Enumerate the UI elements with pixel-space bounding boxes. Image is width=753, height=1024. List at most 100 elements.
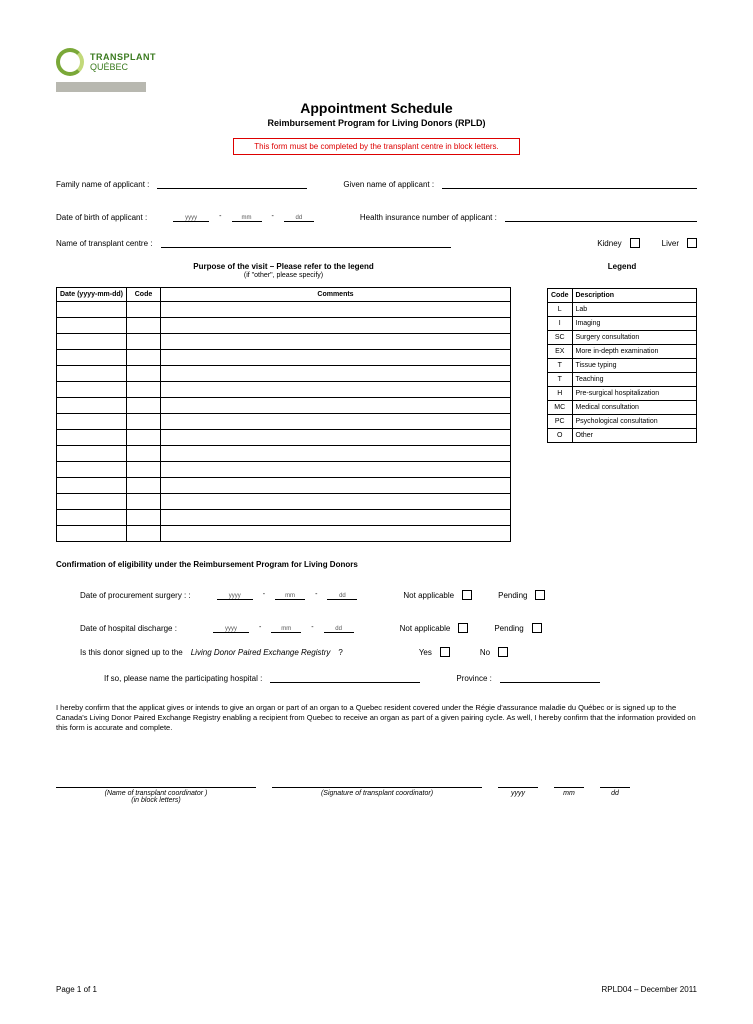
label-health-ins: Health insurance number of applicant : (360, 213, 497, 222)
table-row[interactable] (57, 382, 511, 398)
table-row[interactable] (57, 526, 511, 542)
label-registry-name: Living Donor Paired Exchange Registry (191, 648, 331, 657)
checkbox-disch-na[interactable] (458, 623, 468, 633)
input-disch-dd[interactable]: dd (324, 614, 354, 633)
label-given-name: Given name of applicant : (343, 180, 434, 189)
purpose-sub: (if "other", please specify) (56, 272, 511, 279)
label-liver: Liver (662, 239, 679, 248)
logo-icon (56, 48, 84, 76)
label-kidney: Kidney (597, 239, 621, 248)
purpose-table: Date (yyyy-mm-dd) Code Comments (56, 287, 511, 542)
purpose-heading: Purpose of the visit – Please refer to t… (56, 262, 511, 271)
checkbox-proc-pending[interactable] (535, 590, 545, 600)
label-disch-date: Date of hospital discharge : (80, 624, 177, 633)
form-page: TRANSPLANT QUÉBEC Appointment Schedule R… (0, 0, 753, 1024)
legend-row: LLab (548, 303, 697, 317)
input-centre[interactable] (161, 236, 451, 248)
input-health-ins[interactable] (505, 210, 697, 222)
legend-row: OOther (548, 429, 697, 443)
logo: TRANSPLANT QUÉBEC (56, 48, 697, 76)
applicant-fields: Family name of applicant : Given name of… (56, 177, 697, 248)
legend-heading: Legend (547, 262, 697, 271)
table-row[interactable] (57, 494, 511, 510)
confirmation-title: Confirmation of eligibility under the Re… (56, 560, 697, 569)
table-row[interactable] (57, 318, 511, 334)
checkbox-proc-na[interactable] (462, 590, 472, 600)
checkbox-no[interactable] (498, 647, 508, 657)
input-disch-yyyy[interactable]: yyyy (213, 614, 249, 633)
col-date: Date (yyyy-mm-dd) (57, 288, 127, 302)
table-row[interactable] (57, 478, 511, 494)
sig-signature-block: (Signature of transplant coordinator) (272, 787, 482, 797)
confirmation-section: Confirmation of eligibility under the Re… (56, 560, 697, 683)
checkbox-yes[interactable] (440, 647, 450, 657)
table-row[interactable] (57, 446, 511, 462)
input-given-name[interactable] (442, 177, 697, 189)
label-dob: Date of birth of applicant : (56, 213, 147, 222)
label-family-name: Family name of applicant : (56, 180, 149, 189)
page-subtitle: Reimbursement Program for Living Donors … (56, 118, 697, 128)
footer-right: RPLD04 – December 2011 (602, 985, 697, 994)
table-row[interactable] (57, 366, 511, 382)
label-ifso: If so, please name the participating hos… (104, 674, 262, 683)
sig-dd[interactable]: dd (600, 787, 630, 797)
legend-row: HPre-surgical hospitalization (548, 387, 697, 401)
input-dob-dd[interactable]: dd (284, 203, 314, 222)
tables-row: Purpose of the visit – Please refer to t… (56, 262, 697, 542)
col-code: Code (127, 288, 161, 302)
input-dob-mm[interactable]: mm (232, 203, 262, 222)
input-family-name[interactable] (157, 177, 307, 189)
label-proc-pending: Pending (498, 591, 527, 600)
notice-box: This form must be completed by the trans… (233, 138, 520, 155)
header: Appointment Schedule Reimbursement Progr… (56, 100, 697, 155)
table-row[interactable] (57, 510, 511, 526)
input-disch-mm[interactable]: mm (271, 614, 301, 633)
input-province[interactable] (500, 671, 600, 683)
signature-row: (Name of transplant coordinator ) (in bl… (56, 787, 697, 804)
legend-col-code: Code (548, 289, 573, 303)
legend-row: PCPsychological consultation (548, 415, 697, 429)
label-centre: Name of transplant centre : (56, 239, 153, 248)
logo-underline (56, 82, 146, 92)
label-proc-date: Date of procurement surgery : : (80, 591, 191, 600)
checkbox-kidney[interactable] (630, 238, 640, 248)
input-proc-yyyy[interactable]: yyyy (217, 581, 253, 600)
table-row[interactable] (57, 398, 511, 414)
page-title: Appointment Schedule (56, 100, 697, 116)
sig-name-label: (Name of transplant coordinator ) (56, 787, 256, 797)
table-row[interactable] (57, 334, 511, 350)
sig-name-label2: (in block letters) (56, 797, 256, 804)
checkbox-liver[interactable] (687, 238, 697, 248)
label-disch-pending: Pending (494, 624, 523, 633)
logo-line1: TRANSPLANT (90, 52, 156, 62)
sig-name-block: (Name of transplant coordinator ) (in bl… (56, 787, 256, 804)
table-row[interactable] (57, 430, 511, 446)
table-row[interactable] (57, 350, 511, 366)
input-proc-mm[interactable]: mm (275, 581, 305, 600)
purpose-section: Purpose of the visit – Please refer to t… (56, 262, 511, 542)
legend-row: MCMedical consultation (548, 401, 697, 415)
legend-row: IImaging (548, 317, 697, 331)
footer: Page 1 of 1 RPLD04 – December 2011 (56, 985, 697, 994)
input-hospital[interactable] (270, 671, 420, 683)
input-dob-yyyy[interactable]: yyyy (173, 203, 209, 222)
legend-row: EXMore in-depth examination (548, 345, 697, 359)
legend-row: TTeaching (548, 373, 697, 387)
label-disch-na: Not applicable (400, 624, 451, 633)
table-row[interactable] (57, 462, 511, 478)
checkbox-disch-pending[interactable] (532, 623, 542, 633)
legend-row: TTissue typing (548, 359, 697, 373)
label-yes: Yes (419, 648, 432, 657)
sig-mm[interactable]: mm (554, 787, 584, 797)
input-proc-dd[interactable]: dd (327, 581, 357, 600)
label-no: No (480, 648, 490, 657)
legend-col-desc: Description (572, 289, 697, 303)
label-proc-na: Not applicable (403, 591, 454, 600)
table-row[interactable] (57, 302, 511, 318)
label-registry-q: Is this donor signed up to the (80, 648, 183, 657)
col-comments: Comments (161, 288, 511, 302)
logo-line2: QUÉBEC (90, 62, 156, 72)
label-registry-qmark: ? (338, 648, 342, 657)
table-row[interactable] (57, 414, 511, 430)
sig-yyyy[interactable]: yyyy (498, 787, 538, 797)
